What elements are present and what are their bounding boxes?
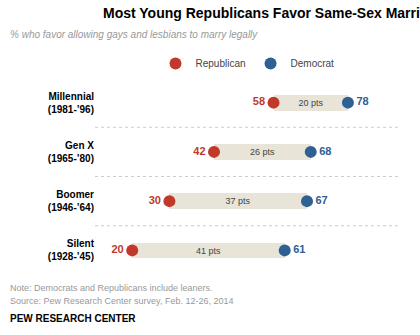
svg-text:67: 67: [316, 194, 328, 206]
svg-text:% who favor allowing gays and: % who favor allowing gays and lesbians t…: [10, 29, 258, 40]
svg-text:41 pts: 41 pts: [196, 246, 221, 256]
svg-text:37 pts: 37 pts: [225, 196, 250, 206]
svg-text:PEW RESEARCH CENTER: PEW RESEARCH CENTER: [10, 313, 136, 324]
svg-text:26 pts: 26 pts: [250, 147, 275, 157]
svg-text:Millennial(1981-’96): Millennial(1981-’96): [48, 91, 94, 115]
svg-text:Republican: Republican: [196, 58, 246, 69]
svg-text:Gen X(1965-’80): Gen X(1965-’80): [48, 140, 94, 164]
svg-text:Source: Pew Research Center su: Source: Pew Research Center survey, Feb.…: [10, 296, 233, 306]
svg-text:30: 30: [149, 194, 161, 206]
svg-text:42: 42: [193, 145, 205, 157]
svg-text:78: 78: [356, 95, 368, 107]
svg-text:Boomer(1946-’64): Boomer(1946-’64): [48, 189, 94, 213]
svg-text:58: 58: [253, 95, 265, 107]
svg-text:Democrat: Democrat: [291, 58, 335, 69]
svg-text:20 pts: 20 pts: [298, 98, 323, 108]
svg-text:68: 68: [319, 145, 331, 157]
svg-text:20: 20: [111, 243, 123, 255]
svg-text:61: 61: [293, 243, 305, 255]
svg-text:Most Young Republicans Favor S: Most Young Republicans Favor Same-Sex Ma…: [103, 5, 420, 21]
svg-text:Note: Democrats and Republican: Note: Democrats and Republicans include …: [10, 283, 213, 293]
svg-text:Silent(1928-’45): Silent(1928-’45): [48, 238, 95, 262]
